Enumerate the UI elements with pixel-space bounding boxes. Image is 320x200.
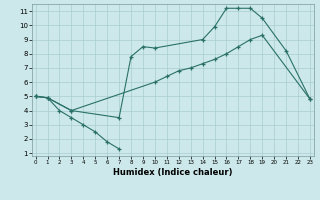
X-axis label: Humidex (Indice chaleur): Humidex (Indice chaleur) <box>113 168 233 177</box>
